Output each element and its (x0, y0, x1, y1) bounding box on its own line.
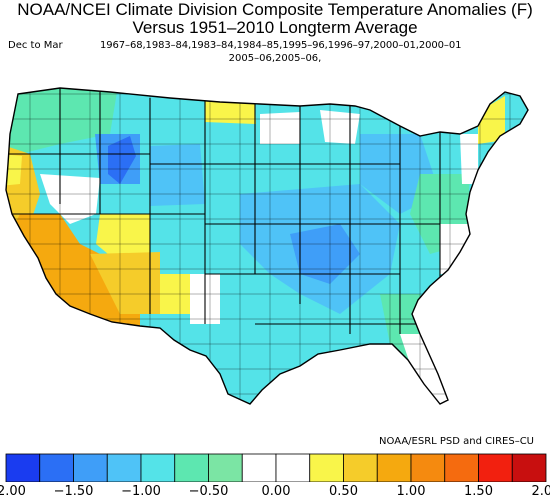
legend-tick-label: 1.00 (396, 484, 426, 499)
region-or-coast (6, 154, 22, 186)
legend-swatch (410, 453, 446, 482)
us-climate-division-map (5, 87, 529, 405)
legend-swatch (39, 453, 74, 482)
region-wyoming (150, 144, 205, 206)
title-line-1: NOAA/NCEI Climate Division Composite Tem… (17, 0, 533, 19)
legend-swatch (5, 453, 41, 482)
years-line-2: 2005–06,2005–06, (228, 53, 322, 64)
region-new-york (460, 134, 478, 184)
region-arizona (90, 252, 160, 314)
credit-text: NOAA/ESRL PSD and CIRES–CU (379, 436, 534, 447)
legend-swatch (511, 453, 547, 482)
legend-swatch (241, 453, 277, 482)
legend-swatch (376, 453, 412, 482)
title-line-2: Versus 1951–2010 Longterm Average (132, 18, 418, 37)
color-legend (5, 453, 547, 482)
region-utah (96, 214, 150, 264)
region-idaho-core (108, 136, 136, 184)
legend-swatch (444, 453, 479, 482)
legend-tick-label: 0.50 (329, 484, 358, 499)
legend-swatch (478, 453, 513, 482)
legend-tick-label: −2.00 (0, 484, 26, 499)
period-label: Dec to Mar (8, 40, 63, 51)
legend-tick-label: 0.00 (261, 484, 291, 499)
region-gulf-coast (300, 364, 330, 394)
region-nevada (40, 174, 100, 224)
legend-tick-label: −1.50 (53, 484, 94, 499)
legend-swatch (73, 453, 108, 482)
years-line-1: 1967–68,1983–84,1983–84,1984–85,1995–96,… (100, 40, 462, 51)
legend-swatch (140, 453, 176, 482)
region-carolinas (440, 224, 470, 274)
legend-tick-label: −1.00 (121, 484, 161, 499)
legend-swatch (174, 453, 209, 482)
legend-swatch (106, 453, 142, 482)
state-borders (6, 88, 441, 334)
region-upper-midwest (320, 110, 360, 144)
region-minnesota-north (260, 112, 300, 144)
legend-swatch (309, 453, 344, 482)
legend-swatch (275, 453, 311, 482)
legend-tick-label: 2.00 (531, 484, 550, 499)
legend-swatch (208, 453, 243, 482)
region-north-dakota (205, 100, 256, 124)
legend-tick-label: −0.50 (188, 484, 229, 499)
legend-tick-label: 1.50 (464, 484, 493, 499)
legend-swatch (343, 453, 378, 482)
